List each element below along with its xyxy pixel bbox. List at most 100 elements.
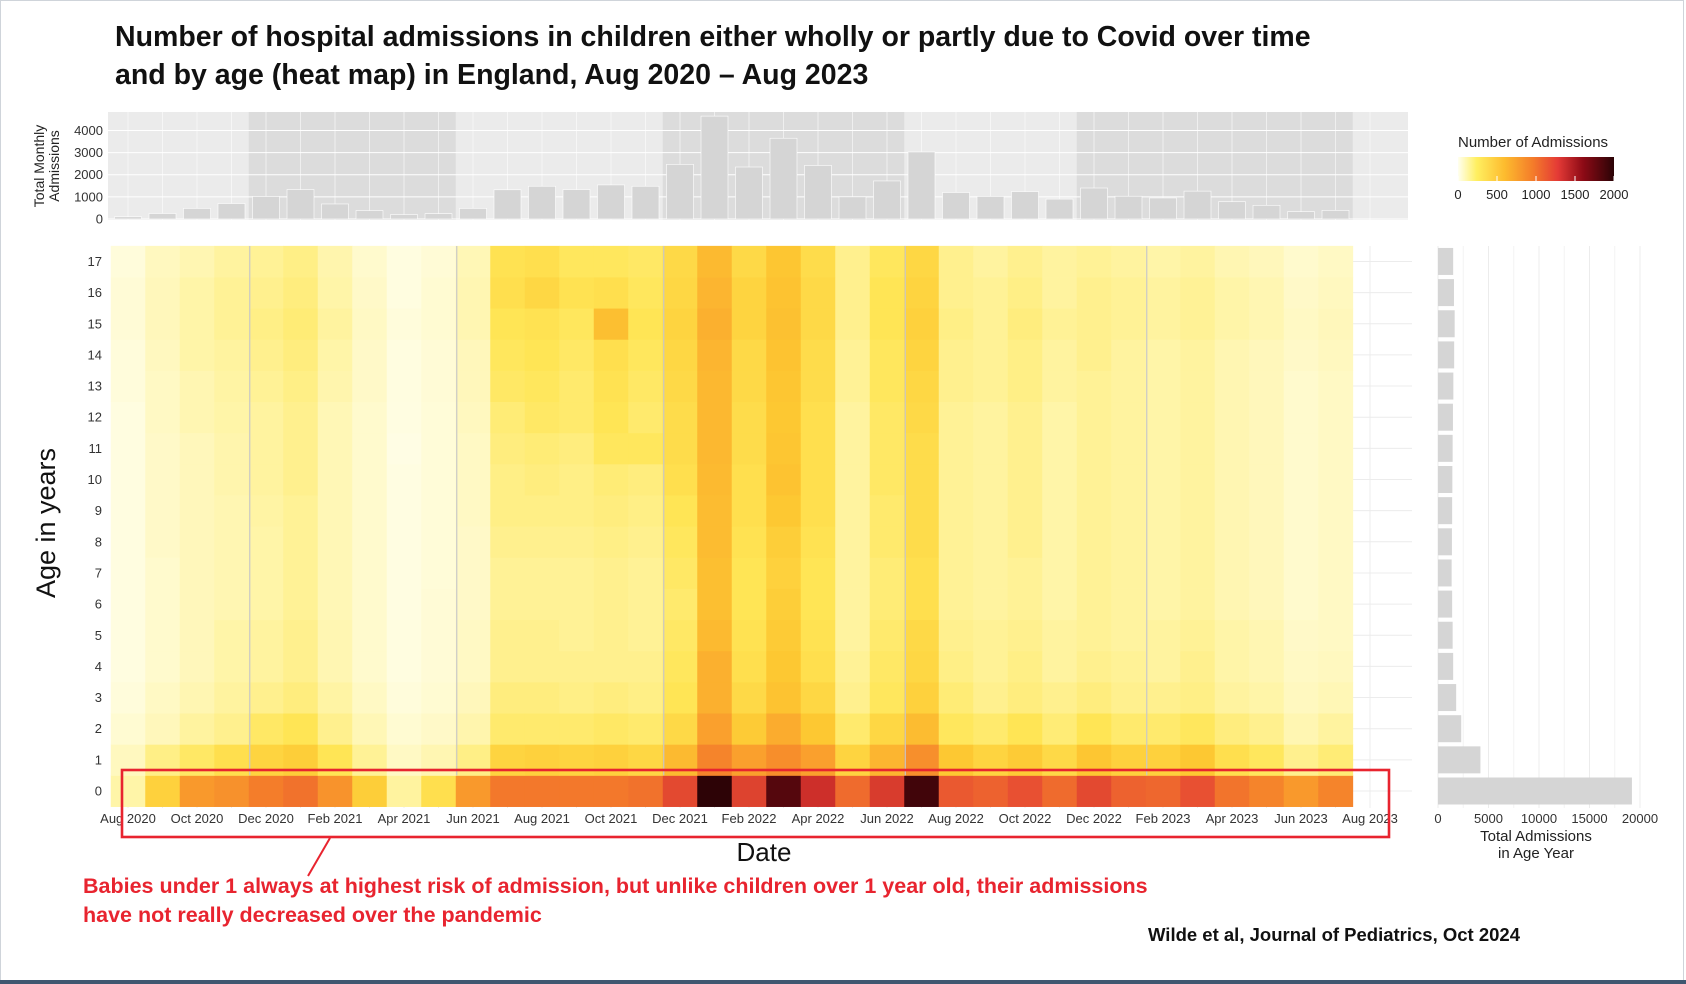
date-tick-label: Dec 2022 <box>1066 811 1122 826</box>
heat-cell-age6-m27 <box>1042 588 1078 621</box>
heat-cell-age2-m6 <box>317 713 353 745</box>
heat-cell-age8-m19 <box>766 526 802 558</box>
heat-cell-age9-m7 <box>352 495 388 527</box>
heat-cell-age2-m8 <box>386 713 422 745</box>
heat-cell-age16-m9 <box>421 277 457 309</box>
heat-cell-age4-m21 <box>835 650 871 683</box>
heat-cell-age4-m9 <box>421 650 457 683</box>
heat-cell-age8-m24 <box>938 526 974 558</box>
heat-cell-age14-m7 <box>352 339 388 371</box>
heat-cell-age15-m22 <box>869 308 905 340</box>
heat-cell-age10-m1 <box>145 463 181 496</box>
annotation-overlay <box>120 768 1391 877</box>
heat-cell-age3-m24 <box>938 681 974 714</box>
heat-cell-age2-m34 <box>1283 713 1319 745</box>
heat-cell-age16-m30 <box>1145 277 1181 309</box>
heat-cell-age14-m18 <box>731 339 767 371</box>
heat-cell-age14-m11 <box>490 339 526 371</box>
heat-cell-age7-m6 <box>317 557 353 589</box>
monthly-bar-18 <box>735 166 763 220</box>
heat-cell-age0-m12 <box>524 775 560 807</box>
heat-cell-age5-m28 <box>1076 619 1112 652</box>
heat-cell-age9-m16 <box>662 495 698 527</box>
heat-cell-age7-m17 <box>697 557 733 589</box>
heat-cell-age3-m29 <box>1111 681 1147 714</box>
monthly-bar-35 <box>1321 210 1350 220</box>
heat-cell-age16-m32 <box>1214 277 1250 309</box>
heat-cell-age6-m15 <box>628 588 664 621</box>
top-y-axis-label: Total MonthlyAdmissions <box>31 125 62 207</box>
heat-cell-age14-m20 <box>800 339 836 371</box>
heat-cell-age12-m30 <box>1145 401 1181 434</box>
heat-cell-age7-m10 <box>455 557 491 589</box>
heat-cell-age10-m2 <box>179 463 215 496</box>
legend-tick-label: 2000 <box>1600 187 1629 202</box>
heat-cell-age8-m1 <box>145 526 181 558</box>
heat-cell-age9-m33 <box>1249 495 1285 527</box>
heat-cell-age12-m0 <box>110 401 146 434</box>
heat-cell-age5-m18 <box>731 619 767 652</box>
heat-cell-age9-m5 <box>283 495 319 527</box>
annotation-line-1: Babies under 1 always at highest risk of… <box>83 874 1148 898</box>
heat-cell-age7-m5 <box>283 557 319 589</box>
heat-cell-age7-m9 <box>421 557 457 589</box>
heat-cell-age10-m19 <box>766 463 802 496</box>
heat-cell-age7-m27 <box>1042 557 1078 589</box>
heat-cell-age16-m10 <box>455 277 491 309</box>
heat-cell-age8-m31 <box>1180 526 1216 558</box>
monthly-bar-30 <box>1149 197 1177 220</box>
heat-cell-age17-m13 <box>559 245 595 278</box>
heat-cell-age3-m23 <box>904 681 940 714</box>
heat-cell-age14-m25 <box>973 339 1009 371</box>
heat-cell-age8-m21 <box>835 526 871 558</box>
heat-cell-age11-m21 <box>835 432 871 465</box>
heat-cell-age4-m17 <box>697 650 733 683</box>
heat-cell-age6-m34 <box>1283 588 1319 621</box>
date-tick-label: Aug 2022 <box>928 811 984 826</box>
heat-cell-age11-m6 <box>317 432 353 465</box>
heat-cell-age13-m9 <box>421 370 457 403</box>
heat-cell-age12-m14 <box>593 401 629 434</box>
y-axis-title: Age in years <box>31 448 61 598</box>
heat-cell-age15-m35 <box>1318 308 1354 340</box>
heat-cell-age7-m35 <box>1318 557 1354 589</box>
heat-cell-age6-m9 <box>421 588 457 621</box>
heat-cell-age2-m27 <box>1042 713 1078 745</box>
heat-cell-age11-m32 <box>1214 432 1250 465</box>
heat-cell-age7-m3 <box>214 557 250 589</box>
heat-cell-age9-m32 <box>1214 495 1250 527</box>
heat-cell-age15-m16 <box>662 308 698 340</box>
heat-cell-age12-m2 <box>179 401 215 434</box>
heat-cell-age7-m24 <box>938 557 974 589</box>
age-total-bar-17 <box>1438 247 1454 275</box>
age-total-bar-5 <box>1438 621 1453 649</box>
date-tick-label: Oct 2020 <box>171 811 224 826</box>
heat-cell-age5-m2 <box>179 619 215 652</box>
heat-cell-age13-m3 <box>214 370 250 403</box>
heat-cell-age12-m13 <box>559 401 595 434</box>
heat-cell-age3-m15 <box>628 681 664 714</box>
heat-cell-age17-m23 <box>904 245 940 278</box>
heat-cell-age7-m32 <box>1214 557 1250 589</box>
heat-cell-age0-m16 <box>662 775 698 807</box>
heat-cell-age11-m20 <box>800 432 836 465</box>
heat-cell-age9-m3 <box>214 495 250 527</box>
heat-cell-age11-m9 <box>421 432 457 465</box>
heat-cell-age10-m21 <box>835 463 871 496</box>
heat-cell-age7-m0 <box>110 557 146 589</box>
heat-cell-age17-m35 <box>1318 245 1354 278</box>
heat-cell-age6-m10 <box>455 588 491 621</box>
heat-cell-age10-m18 <box>731 463 767 496</box>
monthly-bar-8 <box>390 214 418 220</box>
heat-cell-age8-m28 <box>1076 526 1112 558</box>
heat-cell-age8-m27 <box>1042 526 1078 558</box>
heat-cell-age8-m2 <box>179 526 215 558</box>
heat-cell-age4-m3 <box>214 650 250 683</box>
date-tick-label: Dec 2021 <box>652 811 708 826</box>
heat-cell-age15-m32 <box>1214 308 1250 340</box>
heat-cell-age2-m17 <box>697 713 733 745</box>
heat-cell-age0-m18 <box>731 775 767 807</box>
heat-cell-age6-m4 <box>248 588 284 621</box>
heat-cell-age14-m29 <box>1111 339 1147 371</box>
